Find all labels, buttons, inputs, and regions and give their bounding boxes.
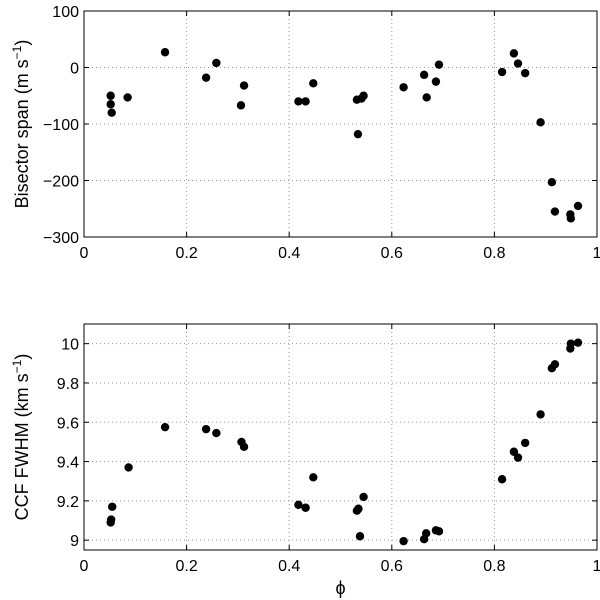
bisector-data-point: [236, 101, 246, 110]
fwhm-data-point: [359, 492, 368, 502]
bisector-data-point: [106, 91, 115, 100]
fwhm-data-point: [355, 532, 365, 541]
x-tick-label: 0.6: [381, 245, 403, 262]
x-tick-label: 0.2: [175, 558, 197, 575]
fwhm-data-point: [294, 500, 303, 509]
y-tick-label: 9.4: [57, 455, 79, 472]
fwhm-data-point: [536, 410, 545, 419]
x-tick-label: 0: [80, 245, 89, 262]
fwhm-data-point: [573, 338, 583, 347]
bisector-data-point: [294, 97, 303, 106]
bisector-data-point: [497, 67, 507, 77]
bisector-data-point: [309, 79, 318, 88]
ccf-fwhm-panel: 0 0.2 0.4 0.6 0.8 1 9 9.2 9.4 9.6 9.8 10 CCF FWHM (k…: [10, 323, 600, 598]
fwhm-data-point: [239, 442, 249, 452]
fwhm-data-point: [212, 428, 221, 438]
bisector-data-point: [201, 73, 211, 82]
y-tick-label: 9.2: [57, 494, 79, 511]
x-tick-label: 0.4: [278, 558, 300, 575]
bisector-data-point: [399, 83, 408, 92]
y-tick-label: 9.8: [57, 376, 79, 393]
fwhm-data-point: [421, 529, 431, 538]
bisector-span-panel: 0 0.2 0.4 0.6 0.8 1 −300 −200 −100 0 100 Bisector s…: [10, 4, 600, 262]
y-tick-label: −100: [43, 117, 79, 134]
x-tick-label: 0.8: [483, 245, 505, 262]
bisector-data-point: [573, 201, 583, 211]
y-axis-title: Bisector span (m s−1): [10, 40, 32, 209]
bisector-data-point: [509, 49, 519, 58]
bisector-data-point: [536, 118, 545, 127]
y-tick-label: 9.6: [57, 415, 79, 432]
fwhm-data-point: [301, 503, 310, 512]
bisector-data-point: [513, 59, 523, 68]
fwhm-data-point: [434, 527, 444, 536]
fwhm-data-point: [520, 438, 530, 448]
x-tick-label: 0.6: [381, 558, 403, 575]
y-tick-label: 9: [70, 533, 79, 550]
x-tick-label: 0.4: [278, 245, 300, 262]
fwhm-data-point: [309, 473, 318, 482]
fwhm-data-point: [160, 422, 170, 432]
bisector-data-point: [550, 207, 560, 216]
bisector-data-point: [547, 177, 557, 187]
bisector-data-point: [106, 100, 115, 109]
bisector-data-point: [301, 97, 310, 106]
y-tick-label: −300: [43, 230, 79, 247]
fwhm-data-point: [124, 463, 133, 472]
fwhm-data-point: [106, 515, 116, 524]
fwhm-data-point: [497, 475, 507, 484]
bisector-data-point: [160, 48, 170, 57]
y-tick-label: 10: [61, 337, 79, 354]
bisector-data-point: [419, 70, 429, 80]
x-tick-label: 0: [80, 558, 89, 575]
fwhm-data-point: [399, 536, 408, 546]
y-tick-label: 100: [52, 4, 79, 21]
bisector-data-point: [422, 93, 431, 102]
bisector-data-point: [107, 108, 116, 117]
x-tick-label: 1: [593, 245, 600, 262]
y-axis-title: CCF FWHM (km s−1): [10, 354, 32, 521]
fwhm-data-point: [566, 339, 576, 348]
x-tick-label: 0.2: [175, 245, 197, 262]
fwhm-data-point: [201, 424, 211, 434]
fwhm-data-point: [550, 360, 560, 369]
fwhm-data-point: [509, 447, 519, 456]
fwhm-data-point: [354, 504, 363, 513]
bisector-data-point: [212, 58, 221, 68]
y-tick-label: 0: [70, 61, 79, 78]
bisector-data-point: [353, 129, 363, 139]
axes-frame: [83, 323, 598, 551]
bisector-data-point: [520, 68, 530, 78]
bisector-data-point: [566, 214, 576, 223]
bisector-data-point: [239, 81, 249, 90]
x-tick-label: 1: [593, 558, 600, 575]
fwhm-data-point: [108, 502, 117, 511]
x-tick-label: 0.8: [483, 558, 505, 575]
x-axis-title: ϕ: [335, 578, 345, 598]
fwhm-data-point: [513, 453, 523, 462]
bisector-data-point: [431, 77, 441, 86]
bisector-data-point: [123, 93, 132, 102]
bisector-data-point: [359, 91, 368, 100]
bisector-data-point: [434, 60, 444, 69]
y-tick-label: −200: [43, 174, 79, 191]
